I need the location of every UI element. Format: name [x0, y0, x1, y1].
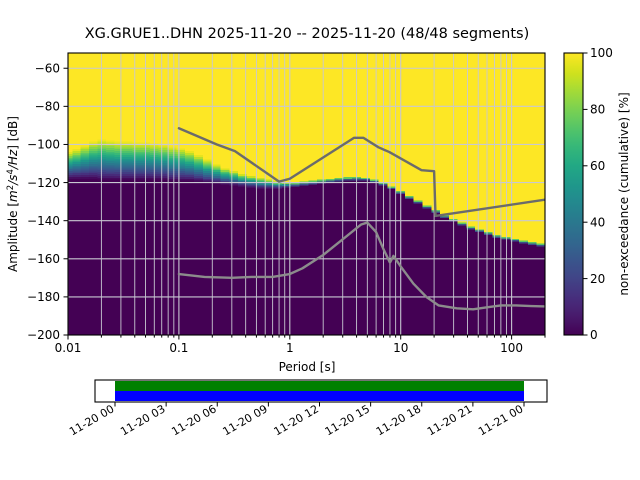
colorbar-tick-label: 0: [590, 328, 598, 342]
x-tick-label: 1: [286, 341, 294, 355]
timeline-ticks: [114, 402, 525, 407]
ppsd-axes: 0.01 0.1 1 10 100 −200 −180 −160 −140 −120 −100 −8…: [6, 52, 546, 374]
y-tick-label: −140: [27, 214, 60, 228]
colorbar-tick-label: 40: [590, 215, 605, 229]
colorbar-label: non-exceedance (cumulative) [%]: [617, 92, 631, 295]
colorbar-ticks: 0 20 40 60 80 100: [583, 46, 613, 342]
colorbar-tick-label: 100: [590, 46, 613, 60]
colorbar-frame: [563, 52, 584, 336]
y-tick-label: −180: [27, 290, 60, 304]
noise-model-lines: [177, 127, 545, 311]
x-tick-label: 0.1: [169, 341, 188, 355]
noise-model-nlnm: [177, 221, 545, 311]
y-tick-label: −100: [27, 138, 60, 152]
colorbar-gradient: [564, 53, 583, 335]
timeline-coverage-bars: [115, 381, 524, 401]
x-tick-label: 10: [393, 341, 408, 355]
colorbar-tick-label: 60: [590, 159, 605, 173]
page-title: XG.GRUE1..DHN 2025-11-20 -- 2025-11-20 (…: [85, 26, 530, 42]
grid-lines: [68, 53, 545, 335]
colorbar: 0 20 40 60 80 100 non-exceedance (cumulative)…: [563, 46, 631, 342]
x-axis-ticks: 0.01 0.1 1 10 100: [55, 335, 546, 355]
colorbar-tick-label: 20: [590, 272, 605, 286]
y-axis-ticks: −200 −180 −160 −140 −120 −100 −80 −60: [27, 61, 68, 342]
y-tick-label: −80: [35, 100, 60, 114]
x-tick-label: 0.01: [55, 341, 82, 355]
y-axis-label: Amplitude [m2/s4/Hz] [dB]: [6, 116, 20, 272]
y-tick-label: −60: [35, 61, 60, 75]
y-tick-label: −120: [27, 176, 60, 190]
timeline-bar-data-coverage: [115, 391, 524, 401]
plot-frame: [67, 52, 546, 336]
y-tick-label: −200: [27, 328, 60, 342]
ppsd-histogram: [68, 53, 545, 335]
x-axis-label: Period [s]: [279, 360, 336, 374]
colorbar-tick-label: 80: [590, 103, 605, 117]
noise-model-nhnm: [177, 127, 545, 218]
timeline-bar-psd-coverage: [115, 381, 524, 391]
y-tick-label: −160: [27, 252, 60, 266]
x-tick-label: 100: [500, 341, 523, 355]
